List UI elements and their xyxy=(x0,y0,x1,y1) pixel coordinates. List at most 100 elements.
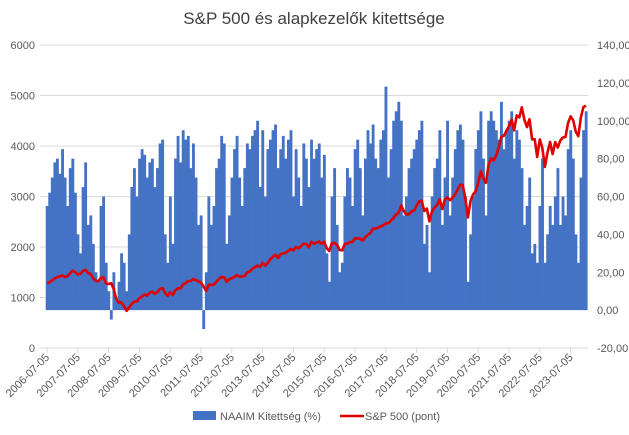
naaim-bar xyxy=(253,130,257,311)
naaim-bar xyxy=(48,192,52,311)
left-tick-label: 0 xyxy=(29,343,35,355)
naaim-bar xyxy=(299,205,303,311)
naaim-bar xyxy=(497,139,501,311)
naaim-bar xyxy=(523,224,526,311)
naaim-bar xyxy=(269,139,272,311)
legend-label-sp500: S&P 500 (pont) xyxy=(365,411,440,423)
naaim-bar xyxy=(163,234,167,311)
naaim-bar xyxy=(209,224,213,311)
naaim-bar xyxy=(158,143,162,311)
naaim-bar xyxy=(150,158,154,311)
naaim-bar xyxy=(553,196,557,311)
naaim-bar xyxy=(145,177,149,311)
naaim-bar xyxy=(500,101,503,311)
naaim-bar xyxy=(577,262,580,311)
naaim-bar xyxy=(322,154,326,311)
naaim-bar xyxy=(494,130,498,311)
naaim-bar xyxy=(538,205,542,311)
naaim-bar xyxy=(517,139,521,311)
naaim-bar xyxy=(543,262,547,311)
naaim-bar xyxy=(474,149,478,311)
naaim-bar xyxy=(148,162,152,311)
naaim-bar xyxy=(405,196,408,311)
naaim-bar xyxy=(428,272,432,311)
legend: NAAIM Kitettség (%) S&P 500 (pont) xyxy=(193,411,440,423)
naaim-bar xyxy=(66,205,70,311)
naaim-bar xyxy=(417,130,421,311)
naaim-bar xyxy=(261,130,265,311)
naaim-bar xyxy=(174,158,177,311)
naaim-bar xyxy=(297,177,301,311)
naaim-bar xyxy=(351,205,355,311)
naaim-bar xyxy=(235,135,239,311)
naaim-bar xyxy=(482,158,485,311)
naaim-bar xyxy=(433,168,437,311)
naaim-bar xyxy=(50,177,54,311)
naaim-bar xyxy=(512,158,516,311)
naaim-bar xyxy=(338,272,342,311)
naaim-bar xyxy=(276,168,280,311)
naaim-bar xyxy=(243,168,247,311)
naaim-bar xyxy=(458,124,462,311)
naaim-bar xyxy=(412,149,416,311)
naaim-bar xyxy=(566,149,570,311)
naaim-bar xyxy=(528,177,532,311)
naaim-bar xyxy=(381,130,385,311)
left-tick-label: 4000 xyxy=(11,141,35,153)
chart-title: S&P 500 és alapkezelők kitettsége xyxy=(183,9,444,28)
naaim-bar xyxy=(425,224,429,311)
naaim-bar xyxy=(510,111,514,311)
naaim-bar xyxy=(471,196,475,311)
naaim-bar xyxy=(238,177,242,311)
naaim-bar xyxy=(286,139,290,311)
naaim-bar xyxy=(551,224,555,311)
right-tick-label: 100,00 xyxy=(597,116,629,128)
naaim-bar xyxy=(312,158,316,311)
naaim-bar xyxy=(423,243,426,311)
naaim-bar xyxy=(346,168,349,311)
legend-swatch-naaim xyxy=(193,411,216,420)
naaim-bar xyxy=(582,130,586,311)
naaim-bar xyxy=(443,177,447,311)
naaim-bar xyxy=(541,158,544,311)
right-tick-label: 120,00 xyxy=(597,78,629,90)
naaim-bar xyxy=(399,120,403,311)
naaim-bar xyxy=(248,149,252,311)
naaim-bar xyxy=(317,143,321,311)
naaim-bar xyxy=(202,310,206,330)
naaim-bar xyxy=(340,262,344,311)
naaim-bar xyxy=(212,205,216,311)
left-tick-label: 3000 xyxy=(11,192,35,204)
naaim-bar xyxy=(230,177,234,311)
naaim-bar xyxy=(466,281,470,311)
naaim-bar xyxy=(446,120,449,311)
naaim-bar xyxy=(330,196,334,311)
naaim-bar xyxy=(189,168,193,311)
naaim-bar xyxy=(99,205,103,311)
naaim-bar xyxy=(256,120,260,311)
naaim-bar xyxy=(274,124,278,311)
naaim-bar xyxy=(548,205,552,311)
naaim-bar xyxy=(535,262,539,311)
naaim-bar xyxy=(476,130,480,311)
naaim-bar xyxy=(574,234,578,311)
naaim-bar xyxy=(492,120,496,311)
right-tick-label: 40,00 xyxy=(597,229,625,241)
naaim-bar xyxy=(402,215,406,311)
naaim-bar xyxy=(584,111,588,311)
naaim-bar xyxy=(117,281,121,311)
naaim-bar xyxy=(279,149,283,311)
naaim-bar xyxy=(153,187,157,311)
naaim-bar xyxy=(79,253,82,311)
naaim-bar xyxy=(310,139,313,311)
naaim-bar xyxy=(525,205,529,311)
right-tick-label: 80,00 xyxy=(597,154,625,166)
naaim-bar xyxy=(461,139,465,311)
naaim-bar xyxy=(55,158,59,311)
naaim-bar xyxy=(294,149,298,311)
naaim-bar xyxy=(53,162,57,311)
x-axis: 2006-07-052007-07-052008-07-052009-07-05… xyxy=(4,347,588,400)
naaim-bar xyxy=(179,162,183,311)
naaim-bar xyxy=(489,111,493,311)
